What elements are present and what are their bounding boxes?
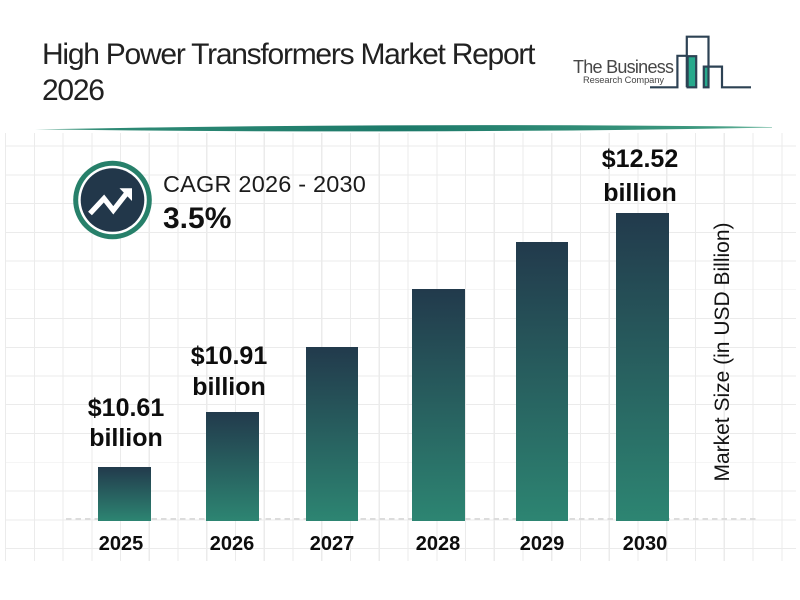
svg-text:Research Company: Research Company: [583, 75, 664, 85]
svg-text:The Business: The Business: [573, 57, 674, 77]
